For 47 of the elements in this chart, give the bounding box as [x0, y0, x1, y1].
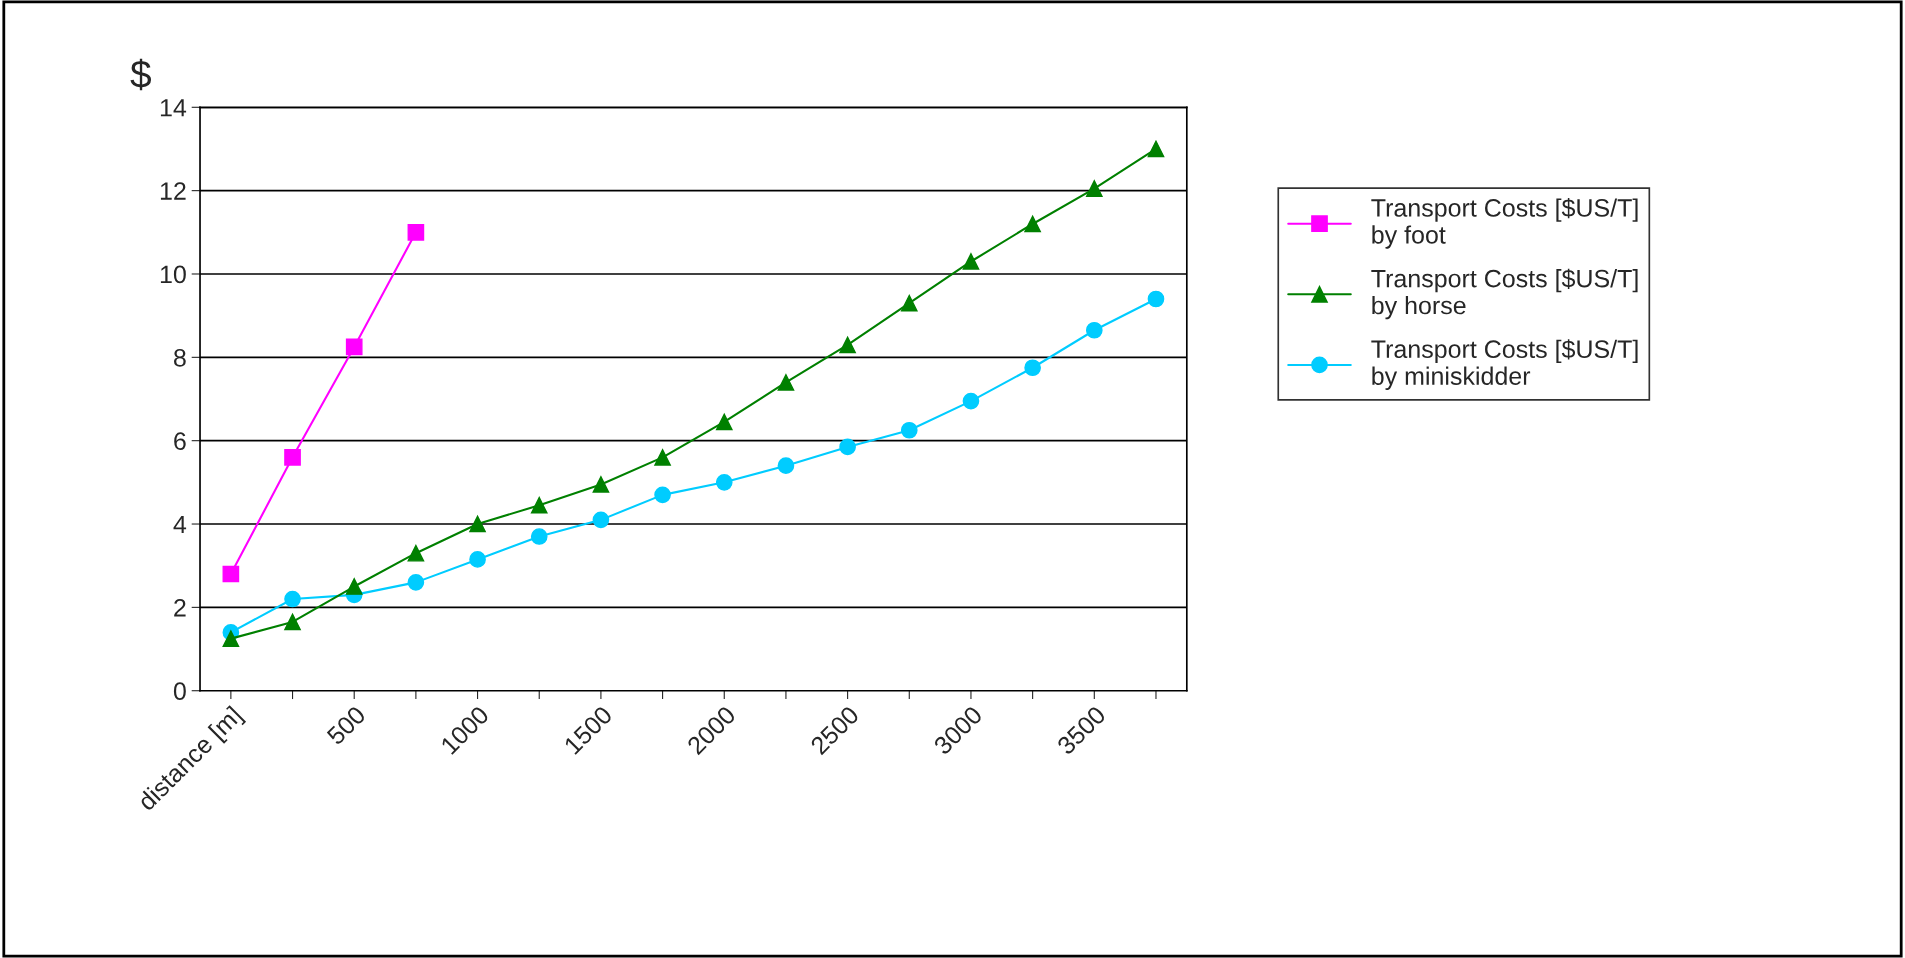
point	[345, 338, 363, 356]
point	[715, 413, 733, 431]
point	[407, 544, 425, 562]
point	[654, 449, 671, 466]
point	[1085, 321, 1103, 339]
legend-label: Transport Costs [$US/T] by miniskidder	[1371, 339, 1638, 390]
point	[222, 630, 240, 647]
y-tick-label: 10	[160, 265, 186, 284]
point	[1085, 180, 1103, 197]
point	[1147, 140, 1165, 158]
point	[530, 496, 548, 514]
point	[962, 253, 980, 270]
point	[469, 515, 486, 533]
point	[592, 476, 610, 493]
point	[469, 551, 486, 568]
y-tick-label: 4	[173, 515, 187, 534]
point	[900, 294, 918, 312]
point	[777, 457, 795, 475]
y-tick-label: 8	[174, 348, 186, 367]
point	[284, 613, 301, 631]
x-tick-label: 500	[325, 705, 367, 746]
point	[592, 511, 610, 529]
point	[962, 392, 980, 410]
point	[900, 421, 918, 439]
y-tick-label: 6	[174, 432, 186, 450]
point	[284, 590, 301, 608]
point	[345, 578, 363, 595]
legend-label: Transport Costs [$US/T] by horse	[1371, 268, 1638, 320]
point	[1024, 359, 1041, 377]
point	[777, 374, 795, 391]
point	[715, 474, 733, 491]
point	[1024, 215, 1041, 233]
point	[284, 449, 301, 466]
point	[407, 223, 425, 241]
y-tick-label: 12	[160, 182, 186, 200]
point	[839, 438, 856, 456]
point	[1147, 290, 1165, 308]
point	[654, 486, 671, 504]
point	[530, 528, 548, 545]
point	[839, 336, 856, 354]
y-axis-title: $	[130, 58, 151, 91]
y-tick-label: 2	[174, 598, 186, 617]
point	[222, 565, 240, 583]
y-tick-label: 0	[173, 682, 186, 701]
point	[407, 574, 425, 591]
legend-label: Transport Costs [$US/T] by foot	[1371, 198, 1638, 249]
y-tick-label: 14	[160, 99, 187, 117]
